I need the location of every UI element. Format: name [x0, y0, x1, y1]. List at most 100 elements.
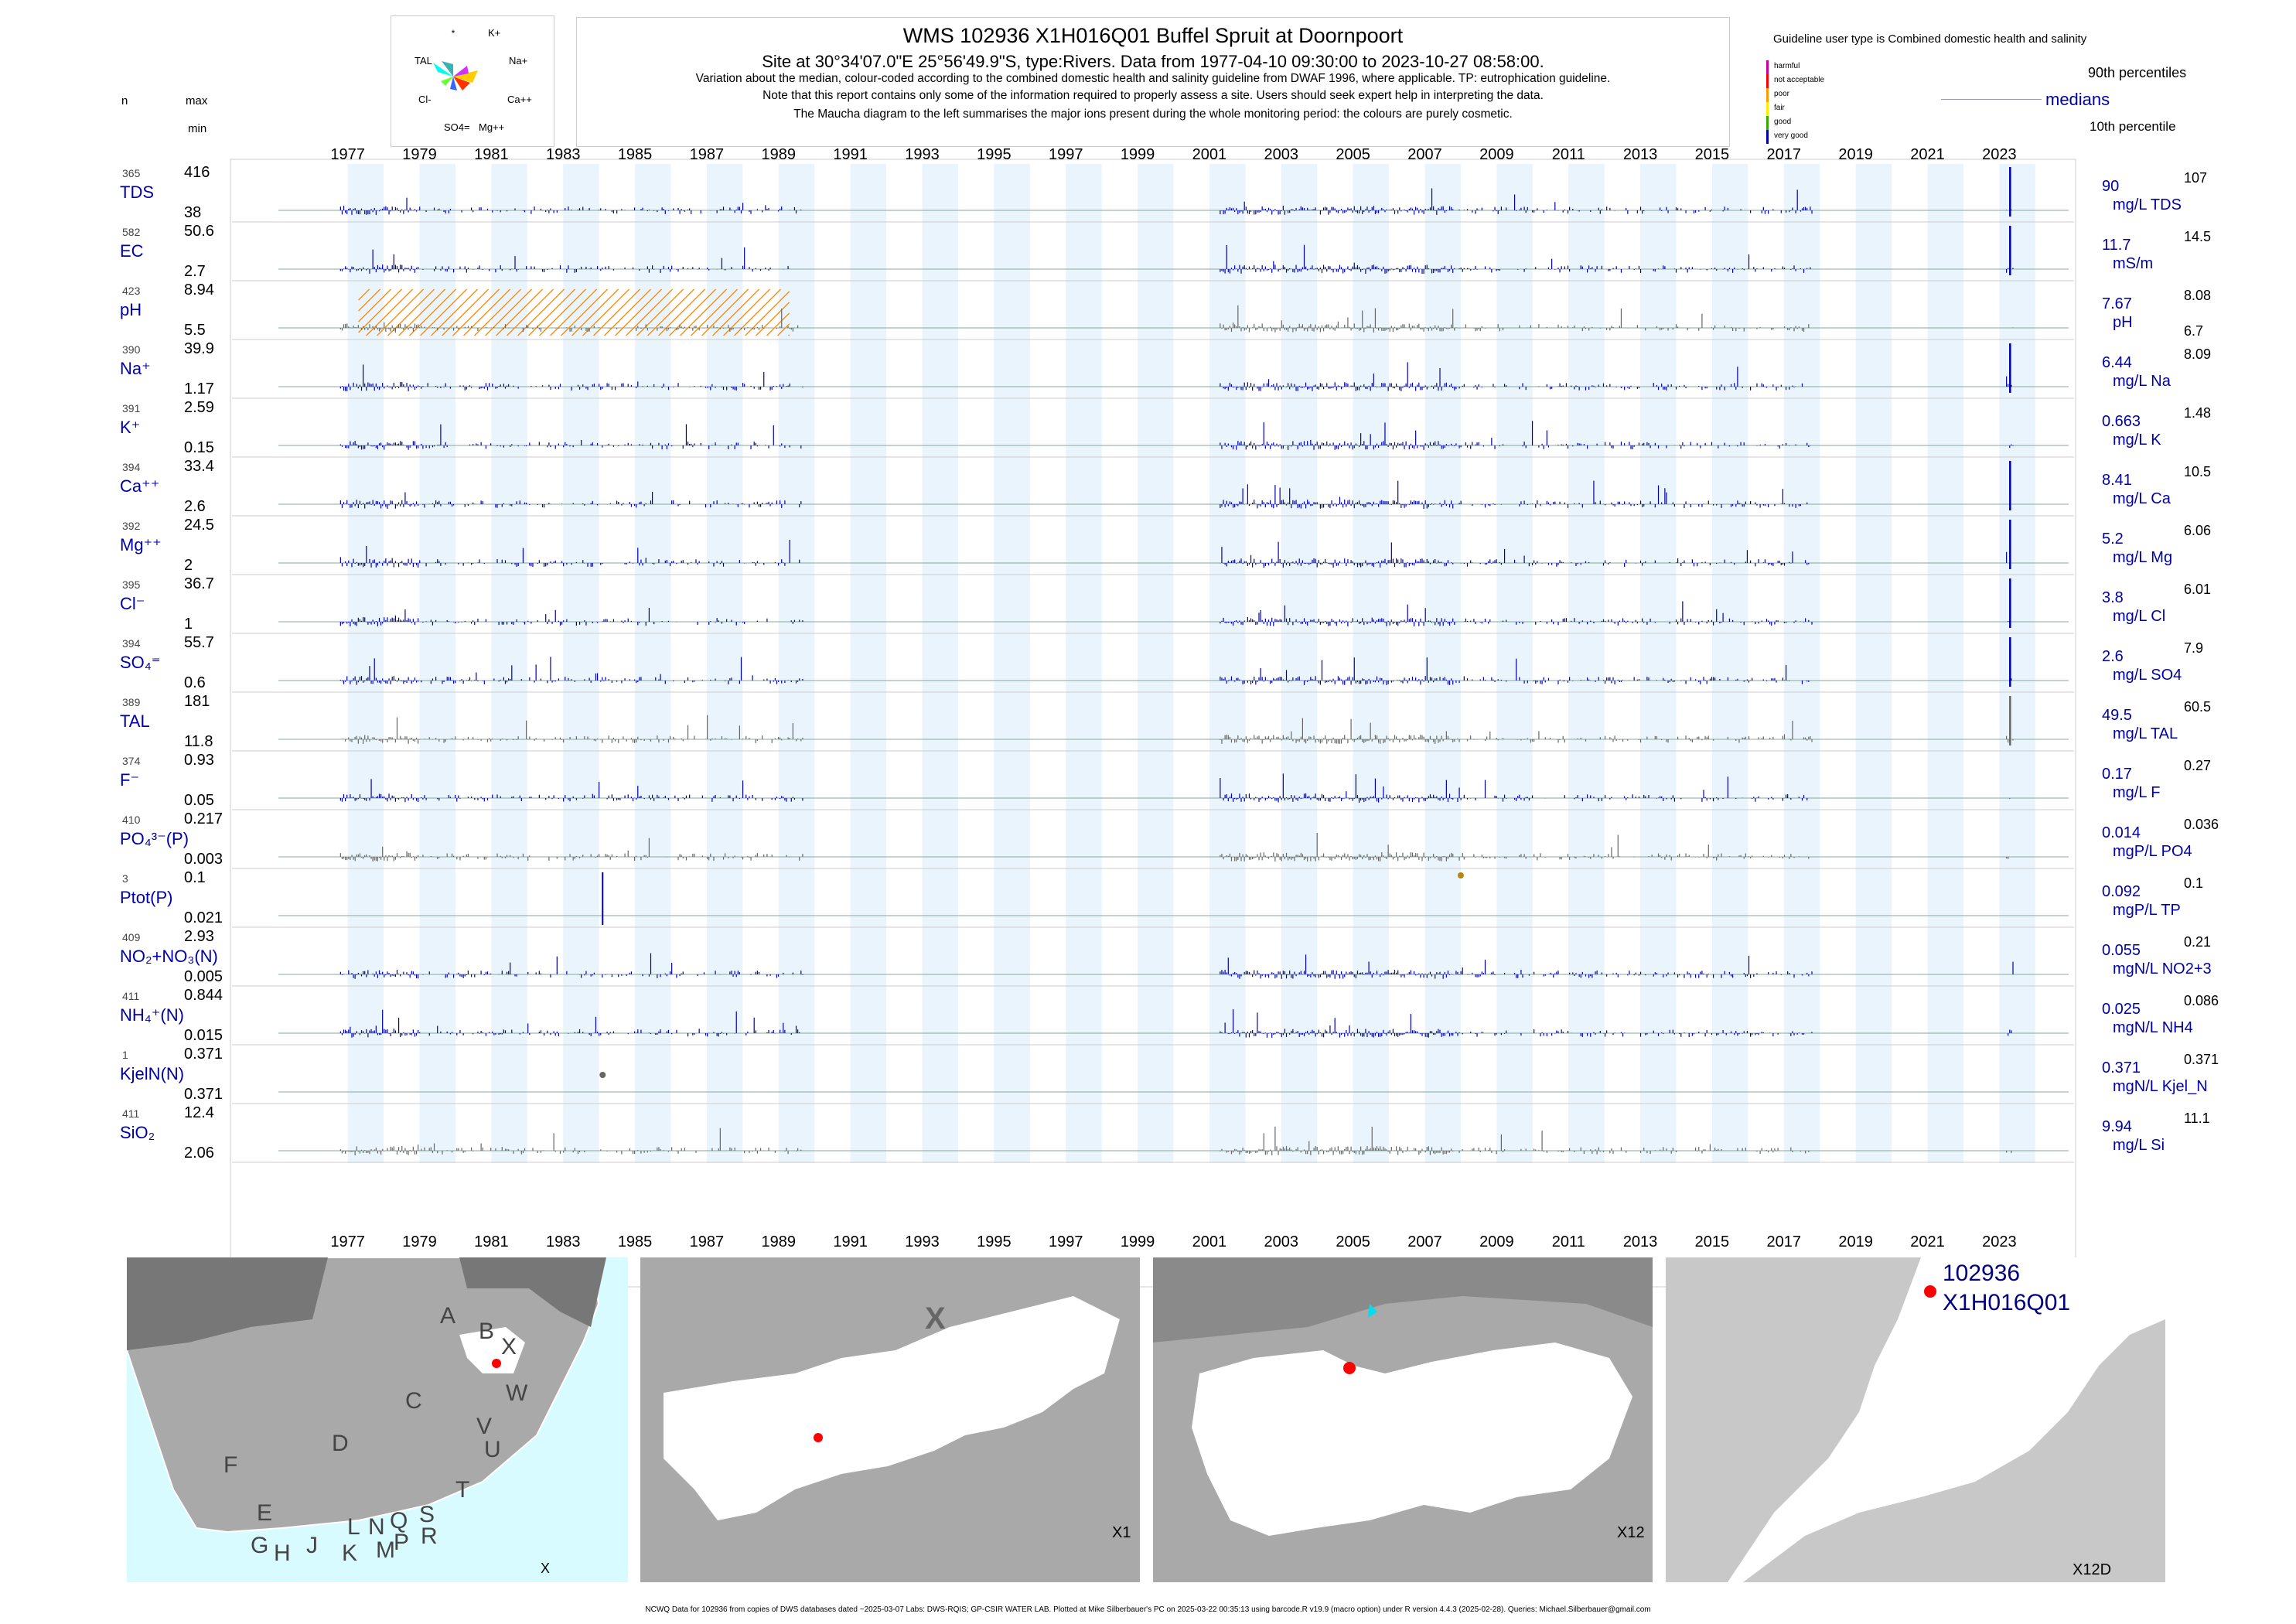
- year-stripe: [1209, 164, 1246, 1163]
- hatch-line: [582, 288, 630, 336]
- x-tick-label-bottom: 2001: [1192, 1233, 1227, 1250]
- x-tick-label-top: 2023: [1982, 146, 2017, 163]
- x-tick-label-top: 2021: [1910, 146, 1945, 163]
- x-tick-label-top: 2015: [1695, 146, 1730, 163]
- x-tick-label-top: 2005: [1336, 146, 1370, 163]
- x-tick-label-top: 1997: [1049, 146, 1083, 163]
- year-stripe: [1066, 164, 1102, 1163]
- x-tick-label-top: 1995: [977, 146, 1012, 163]
- year-stripe: [347, 164, 384, 1163]
- hatch-line: [734, 288, 782, 336]
- hatch-line: [701, 288, 749, 336]
- x-tick-label-top: 2019: [1838, 146, 1873, 163]
- x-tick-label-top: 1999: [1121, 146, 1155, 163]
- hatch-line: [647, 288, 695, 336]
- x-tick-label-top: 1987: [690, 146, 725, 163]
- hatch-line: [756, 302, 790, 336]
- x-tick-label-top: 1989: [762, 146, 797, 163]
- x-tick-label-top: 1983: [546, 146, 581, 163]
- x-tick-label-top: 1977: [330, 146, 365, 163]
- hatch-line: [409, 288, 457, 336]
- x-tick-label-bottom: 2005: [1336, 1233, 1370, 1250]
- year-stripe: [1353, 164, 1390, 1163]
- x-tick-label-top: 1991: [833, 146, 868, 163]
- hatch-line: [517, 288, 565, 336]
- x-tick-label-bottom: 1977: [330, 1233, 365, 1250]
- tp-marker: [1457, 872, 1464, 879]
- year-stripe: [635, 164, 671, 1163]
- year-stripe: [1424, 164, 1461, 1163]
- hatch-line: [358, 288, 403, 333]
- hatch-line: [636, 288, 684, 336]
- hatch-line: [507, 288, 554, 336]
- year-stripe: [491, 164, 527, 1163]
- year-stripe: [1999, 164, 2035, 1163]
- hatch-line: [615, 288, 663, 336]
- x-tick-label-top: 2009: [1479, 146, 1514, 163]
- year-stripe: [706, 164, 743, 1163]
- x-tick-label-bottom: 2003: [1264, 1233, 1299, 1250]
- year-stripe: [1783, 164, 1820, 1163]
- hatch-line: [669, 288, 717, 336]
- x-tick-label-bottom: 2007: [1407, 1233, 1442, 1250]
- hatch-line: [658, 288, 706, 336]
- hatch-line: [452, 288, 500, 336]
- hatch-line: [539, 288, 587, 336]
- x-tick-label-top: 1979: [402, 146, 437, 163]
- hatch-line: [442, 288, 490, 336]
- hatch-line: [528, 288, 576, 336]
- hatch-line: [604, 288, 652, 336]
- year-stripe: [1281, 164, 1318, 1163]
- hatch-line: [366, 288, 414, 336]
- hatch-line: [571, 288, 619, 336]
- year-stripe: [419, 164, 455, 1163]
- x-tick-label-bottom: 2009: [1479, 1233, 1514, 1250]
- x-tick-label-bottom: 2011: [1552, 1233, 1585, 1250]
- year-stripe: [1138, 164, 1174, 1163]
- year-stripe: [994, 164, 1030, 1163]
- hatch-line: [474, 288, 522, 336]
- x-tick-label-top: 1985: [618, 146, 653, 163]
- x-tick-label-bottom: 1997: [1049, 1233, 1083, 1250]
- x-tick-label-top: 2013: [1623, 146, 1658, 163]
- x-tick-label-bottom: 2021: [1910, 1233, 1945, 1250]
- year-stripe: [1711, 164, 1748, 1163]
- year-stripe: [922, 164, 958, 1163]
- x-tick-label-top: 2011: [1552, 146, 1585, 163]
- x-tick-label-bottom: 2013: [1623, 1233, 1658, 1250]
- x-tick-label-bottom: 2017: [1767, 1233, 1802, 1250]
- year-stripe: [1855, 164, 1892, 1163]
- x-tick-label-bottom: 1979: [402, 1233, 437, 1250]
- x-tick-label-bottom: 1991: [833, 1233, 868, 1250]
- hatch-line: [788, 334, 790, 336]
- hatch-line: [377, 288, 425, 336]
- hatch-line: [680, 288, 728, 336]
- hatch-line: [358, 288, 370, 301]
- x-tick-label-top: 2003: [1264, 146, 1299, 163]
- x-tick-label-bottom: 1987: [690, 1233, 725, 1250]
- year-stripe: [563, 164, 599, 1163]
- hatch-line: [766, 312, 790, 336]
- year-stripe: [1640, 164, 1677, 1163]
- ph-hatch-area: [358, 288, 790, 336]
- x-tick-label-bottom: 1985: [618, 1233, 653, 1250]
- year-stripe: [1568, 164, 1605, 1163]
- year-stripe: [1496, 164, 1533, 1163]
- hatch-line: [358, 288, 392, 322]
- hatch-line: [358, 288, 381, 312]
- x-tick-label-bottom: 2015: [1695, 1233, 1730, 1250]
- x-tick-label-bottom: 2023: [1982, 1233, 2017, 1250]
- x-tick-label-top: 2007: [1407, 146, 1442, 163]
- x-tick-label-top: 1993: [905, 146, 940, 163]
- x-tick-label-top: 2017: [1767, 146, 1802, 163]
- x-tick-label-top: 1981: [474, 146, 509, 163]
- hatch-line: [485, 288, 533, 336]
- year-stripe: [778, 164, 815, 1163]
- hatch-line: [691, 288, 739, 336]
- year-stripe: [850, 164, 887, 1163]
- x-tick-label-bottom: 1989: [762, 1233, 797, 1250]
- x-tick-label-bottom: 1993: [905, 1233, 940, 1250]
- x-tick-label-top: 2001: [1192, 146, 1227, 163]
- x-tick-label-bottom: 1999: [1121, 1233, 1155, 1250]
